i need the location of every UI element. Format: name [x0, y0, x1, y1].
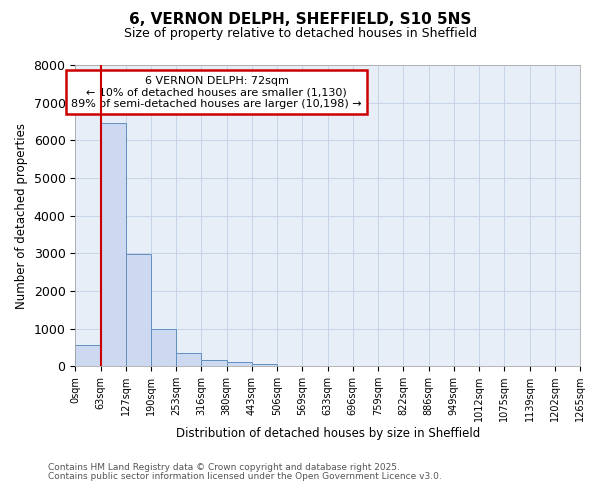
Bar: [252, 364, 277, 366]
Bar: [202, 360, 227, 366]
Text: Contains HM Land Registry data © Crown copyright and database right 2025.: Contains HM Land Registry data © Crown c…: [48, 464, 400, 472]
Bar: [227, 362, 252, 366]
Text: 6 VERNON DELPH: 72sqm
← 10% of detached houses are smaller (1,130)
89% of semi-d: 6 VERNON DELPH: 72sqm ← 10% of detached …: [71, 76, 362, 108]
Y-axis label: Number of detached properties: Number of detached properties: [15, 122, 28, 308]
Text: Contains public sector information licensed under the Open Government Licence v3: Contains public sector information licen…: [48, 472, 442, 481]
Bar: [176, 352, 202, 366]
Bar: [151, 330, 176, 366]
Text: Size of property relative to detached houses in Sheffield: Size of property relative to detached ho…: [124, 28, 476, 40]
Bar: [101, 124, 126, 366]
Bar: [75, 345, 101, 366]
Text: 6, VERNON DELPH, SHEFFIELD, S10 5NS: 6, VERNON DELPH, SHEFFIELD, S10 5NS: [129, 12, 471, 28]
Bar: [126, 254, 151, 366]
X-axis label: Distribution of detached houses by size in Sheffield: Distribution of detached houses by size …: [176, 427, 480, 440]
